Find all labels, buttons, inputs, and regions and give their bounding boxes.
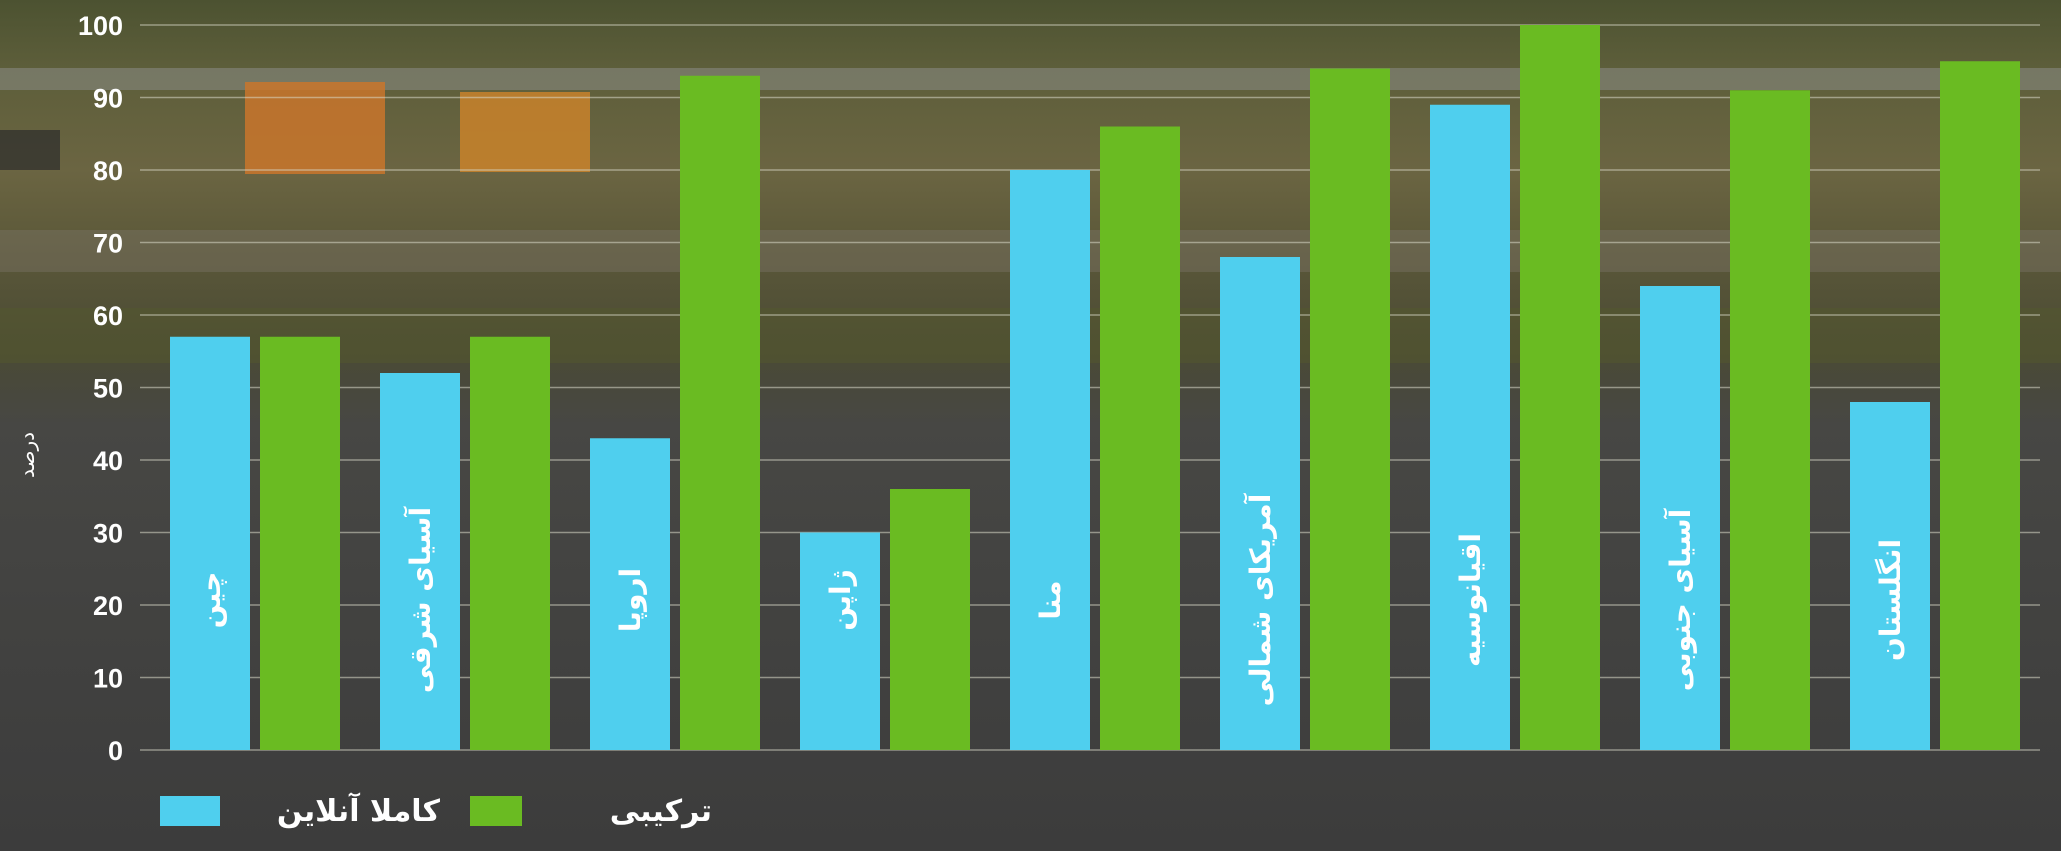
legend-label: کاملا آنلاین	[277, 792, 441, 829]
y-tick-label: 30	[93, 519, 123, 549]
bar	[890, 489, 970, 750]
bar	[1520, 25, 1600, 750]
bar	[1310, 68, 1390, 750]
bar	[380, 373, 460, 750]
y-axis: 0 10 20 30 40 50 60 70 80 90 100	[78, 11, 123, 766]
category-label: ژاپن	[824, 569, 857, 630]
bar	[1430, 104, 1510, 750]
y-tick-label: 50	[93, 374, 123, 404]
category-label: چین	[194, 572, 227, 629]
category-label: اقیانوسیه	[1454, 533, 1487, 667]
legend-swatch	[160, 796, 220, 826]
bar	[1220, 257, 1300, 750]
bar	[470, 336, 550, 750]
bar	[170, 336, 250, 750]
category-label: آسیای شرقی	[403, 506, 437, 694]
legend: کاملا آنلاین ترکیبی	[160, 792, 712, 829]
category-label: آمریکای شمالی	[1243, 492, 1277, 706]
legend-swatch	[470, 796, 522, 826]
bar	[1850, 402, 1930, 750]
bar	[590, 438, 670, 750]
category-label: آسیای جنوبی	[1663, 507, 1697, 691]
bar	[800, 532, 880, 750]
y-tick-label: 90	[93, 84, 123, 114]
y-tick-label: 100	[78, 11, 123, 41]
y-tick-label: 10	[93, 664, 123, 694]
bar	[1010, 170, 1090, 750]
y-tick-label: 70	[93, 229, 123, 259]
bar	[1640, 286, 1720, 750]
category-label: اروپا	[614, 568, 647, 632]
bar	[1940, 61, 2020, 750]
category-label: انگلستان	[1874, 539, 1907, 661]
y-tick-label: 0	[108, 736, 123, 766]
bar	[1100, 126, 1180, 750]
category-labels: چین آسیای شرقی اروپا ژاپن منا آمریکای شمالی اق…	[194, 492, 1907, 706]
bar	[680, 75, 760, 750]
y-tick-label: 20	[93, 591, 123, 621]
bar	[260, 336, 340, 750]
bars	[170, 25, 2020, 750]
category-label: منا	[1034, 580, 1067, 619]
legend-label: ترکیبی	[610, 794, 712, 829]
y-axis-label: درصد	[15, 432, 39, 478]
y-tick-label: 40	[93, 446, 123, 476]
y-tick-label: 60	[93, 301, 123, 331]
bar	[1730, 90, 1810, 750]
y-tick-label: 80	[93, 156, 123, 186]
